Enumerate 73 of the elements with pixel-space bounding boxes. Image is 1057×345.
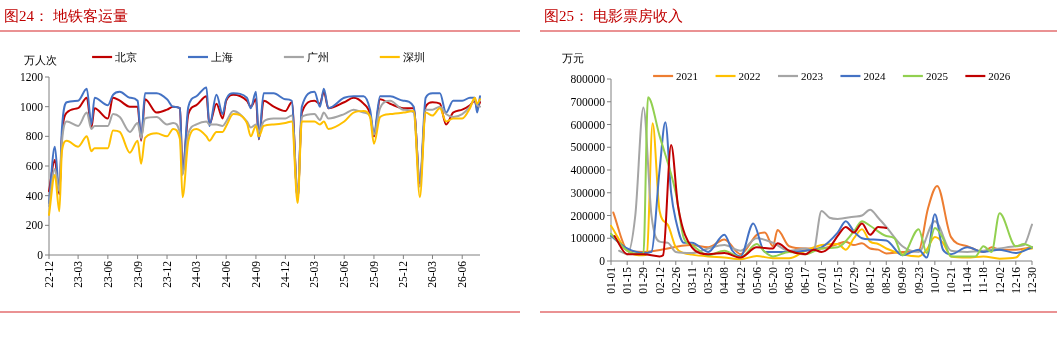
y-axis-title: 万人次 <box>24 55 57 66</box>
x-tick-label: 23-12 <box>161 260 174 288</box>
x-tick-label: 25-09 <box>367 260 380 288</box>
y-tick-label: 0 <box>599 255 606 267</box>
x-tick-label: 09-09 <box>896 266 909 294</box>
x-tick-label: 05-06 <box>750 266 763 294</box>
x-tick-label: 01-15 <box>621 266 634 294</box>
legend-label: 2025 <box>925 70 949 82</box>
x-tick-label: 07-29 <box>847 266 860 294</box>
x-tick-label: 24-03 <box>190 260 203 288</box>
x-tick-label: 25-03 <box>308 260 321 288</box>
y-tick-label: 400 <box>25 189 44 202</box>
y-axis-title: 万元 <box>562 53 584 64</box>
y-tick-label: 1000 <box>20 100 44 113</box>
y-tick-label: 200000 <box>570 209 606 222</box>
x-tick-label: 26-03 <box>426 260 439 288</box>
x-tick-label: 06-03 <box>783 266 796 294</box>
x-tick-label: 03-11 <box>685 266 698 294</box>
x-tick-label: 25-06 <box>338 260 351 288</box>
x-tick-label: 12-02 <box>993 266 1006 294</box>
y-tick-label: 700000 <box>570 95 606 108</box>
x-tick-label: 23-06 <box>101 260 114 288</box>
y-tick-label: 400000 <box>570 164 606 176</box>
x-tick-label: 23-09 <box>131 260 144 288</box>
x-tick-label: 25-12 <box>397 260 410 288</box>
y-tick-label: 600000 <box>570 118 606 131</box>
x-tick-label: 08-12 <box>864 266 877 294</box>
y-tick-label: 0 <box>37 249 44 261</box>
x-tick-label: 10-21 <box>945 266 958 294</box>
x-tick-label: 11-18 <box>977 266 990 294</box>
x-tick-label: 08-26 <box>880 266 893 294</box>
x-tick-label: 12-16 <box>1009 266 1022 294</box>
x-tick-label: 01-29 <box>637 266 650 294</box>
legend-label: 广州 <box>306 51 329 63</box>
legend-label: 2022 <box>738 70 761 82</box>
y-tick-label: 200 <box>25 219 44 232</box>
legend-label: 2026 <box>988 70 1011 82</box>
legend-label: 深圳 <box>402 51 425 63</box>
x-tick-label: 23-03 <box>72 260 85 288</box>
x-tick-label: 03-25 <box>702 266 715 294</box>
y-tick-label: 300000 <box>570 186 606 199</box>
legend-label: 北京 <box>115 51 138 63</box>
x-tick-label: 07-01 <box>815 266 828 294</box>
y-tick-label: 1200 <box>20 71 44 83</box>
y-tick-label: 100000 <box>570 232 606 245</box>
y-tick-label: 800 <box>25 130 44 143</box>
x-tick-label: 10-07 <box>928 266 941 294</box>
legend-label: 2023 <box>801 70 824 82</box>
chart-title: 图25： 电影票房收入 <box>544 8 683 24</box>
x-tick-label: 12-30 <box>1026 266 1038 294</box>
x-tick-label: 09-23 <box>912 266 925 294</box>
legend-label: 2021 <box>676 70 699 82</box>
x-tick-label: 06-17 <box>799 266 812 294</box>
line-series <box>613 143 888 259</box>
chart-title: 图24： 地铁客运量 <box>4 8 128 24</box>
x-tick-label: 02-12 <box>653 266 666 294</box>
legend-label: 上海 <box>211 51 233 63</box>
x-tick-label: 04-22 <box>734 266 747 294</box>
x-tick-label: 22-12 <box>43 260 55 288</box>
x-tick-label: 04-08 <box>718 266 731 294</box>
y-tick-label: 800000 <box>570 73 606 85</box>
x-tick-label: 02-26 <box>669 266 682 294</box>
legend-label: 2024 <box>863 70 886 82</box>
x-tick-label: 11-04 <box>961 266 974 294</box>
x-tick-label: 26-06 <box>456 260 469 288</box>
x-tick-label: 07-15 <box>831 266 844 294</box>
x-tick-label: 24-06 <box>220 260 233 288</box>
x-tick-label: 05-20 <box>766 266 779 294</box>
y-tick-label: 500000 <box>570 141 606 154</box>
y-tick-label: 600 <box>25 160 44 172</box>
x-tick-label: 24-09 <box>249 260 262 288</box>
x-tick-label: 24-12 <box>279 260 292 288</box>
x-tick-label: 01-01 <box>605 266 617 294</box>
